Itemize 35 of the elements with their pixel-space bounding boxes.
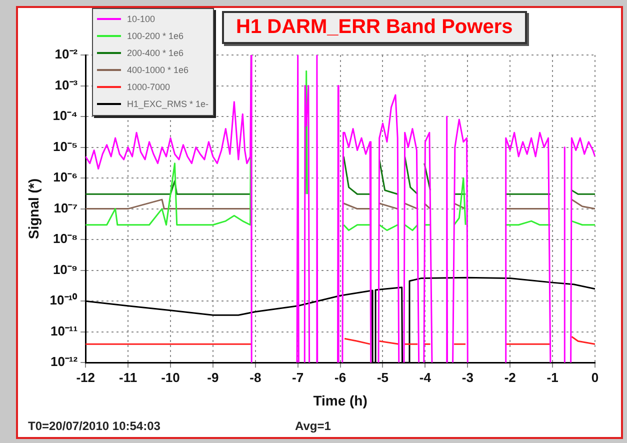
legend-label: H1_EXC_RMS * 1e-	[127, 98, 209, 108]
x-tick-label: -1	[546, 370, 558, 385]
x-tick-label: -4	[419, 370, 432, 385]
x-tick-label: -8	[250, 370, 262, 385]
y-tick-label: 10⁻¹²	[50, 354, 78, 370]
y-tick-label: 10⁻⁶	[53, 170, 78, 185]
legend-label: 10-100	[127, 14, 156, 24]
y-tick-label: 10⁻⁴	[52, 108, 78, 124]
legend-label: 400-1000 * 1e6	[127, 64, 189, 74]
x-tick-label: -12	[76, 370, 95, 385]
y-tick-label: 10⁻²	[54, 46, 78, 62]
y-tick-label: 10⁻¹¹	[50, 323, 78, 338]
x-tick-label: -3	[462, 370, 474, 385]
x-tick-label: -2	[504, 370, 516, 385]
x-tick-label: -9	[207, 370, 219, 385]
x-tick-label: -7	[292, 370, 304, 385]
x-tick-label: 0	[591, 370, 599, 385]
legend-label: 100-200 * 1e6	[127, 30, 184, 40]
legend-label: 200-400 * 1e6	[127, 48, 184, 58]
y-tick-label: 10⁻¹⁰	[50, 292, 78, 308]
x-tick-label: -11	[119, 370, 138, 385]
legend-label: 1000-7000	[127, 82, 170, 92]
x-tick-label: -10	[161, 370, 180, 385]
y-tick-label: 10⁻³	[54, 77, 78, 92]
x-tick-label: -5	[376, 370, 389, 385]
x-tick-label: -6	[334, 370, 346, 385]
y-axis-title: Signal (*)	[25, 178, 42, 240]
chart-title: H1 DARM_ERR Band Powers	[222, 11, 527, 44]
x-axis-title: Time (h)	[313, 392, 368, 408]
y-tick-label: 10⁻⁷	[54, 200, 78, 216]
y-tick-label: 10⁻⁵	[53, 138, 78, 154]
y-tick-label: 10⁻⁸	[52, 231, 78, 246]
text: Avg=1	[295, 419, 331, 433]
text: T0=20/07/2010 10:54:03	[28, 419, 160, 433]
y-tick-label: 10⁻⁹	[52, 262, 78, 277]
